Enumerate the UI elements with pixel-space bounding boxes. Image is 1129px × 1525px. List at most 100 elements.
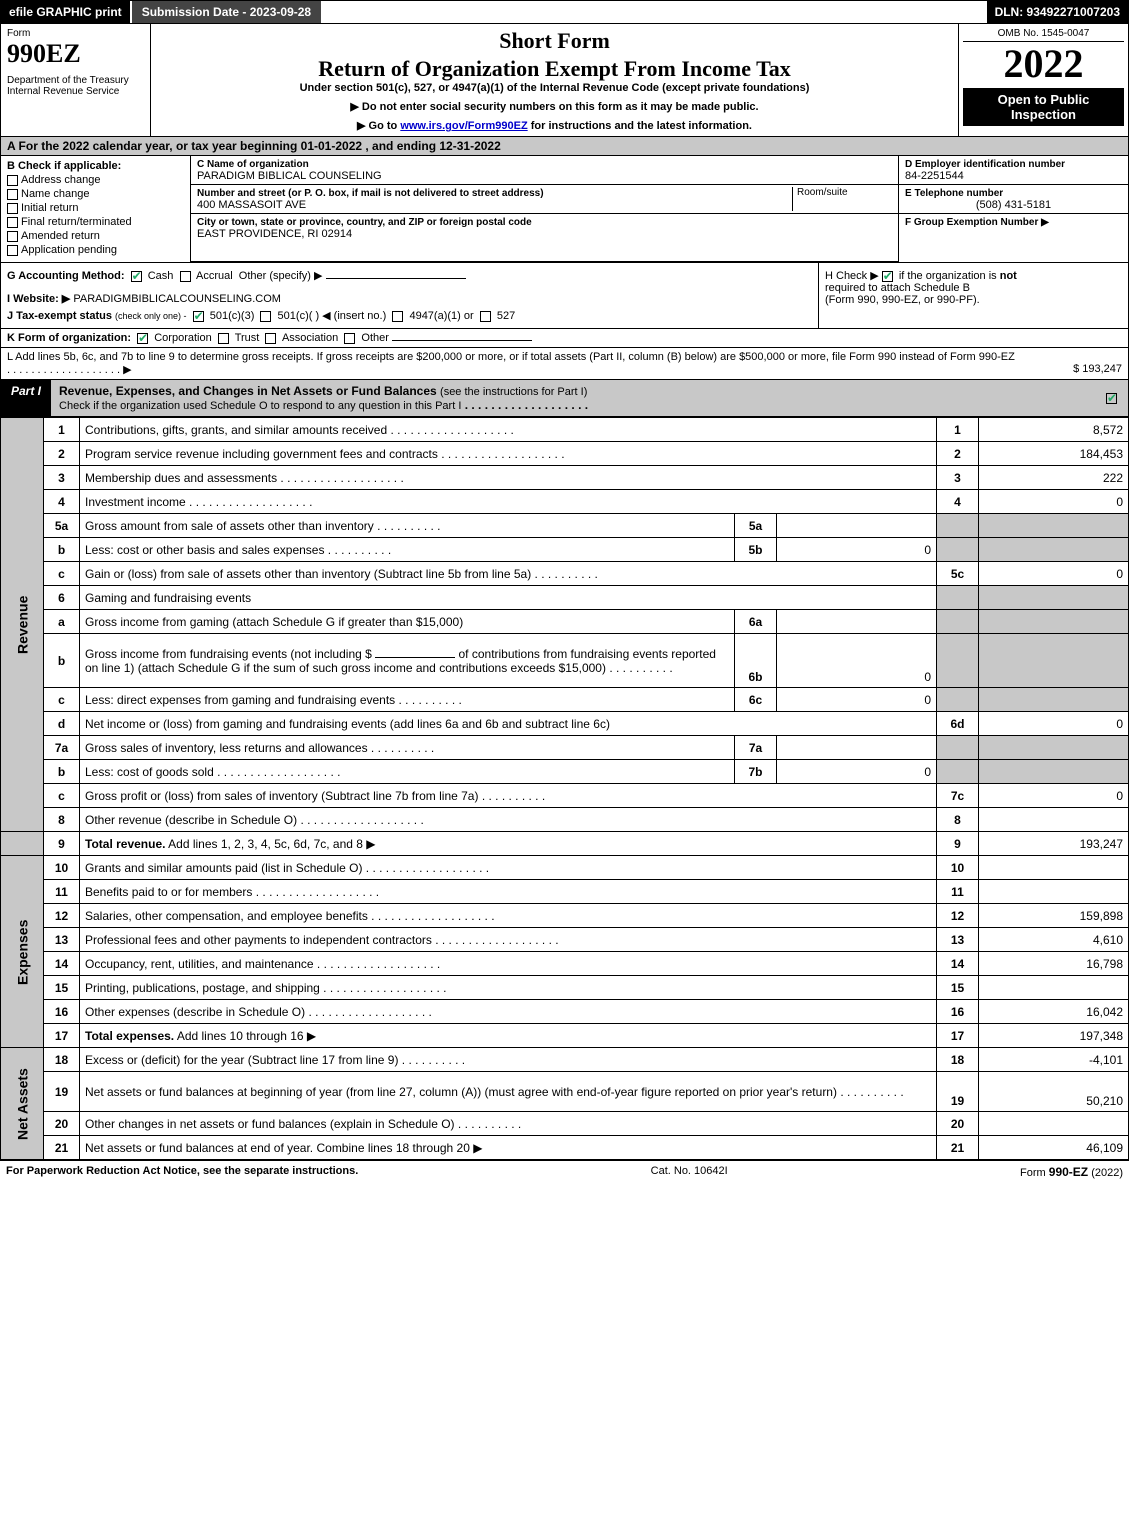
- row-num: 15: [44, 976, 80, 1000]
- row-box: 7c: [937, 784, 979, 808]
- row-num: 20: [44, 1112, 80, 1136]
- row-num: 9: [44, 832, 80, 856]
- box-b: B Check if applicable: Address change Na…: [1, 156, 191, 262]
- row-num: 1: [44, 418, 80, 442]
- row-desc-text: Contributions, gifts, grants, and simila…: [85, 423, 514, 437]
- ein-row: D Employer identification number 84-2251…: [899, 156, 1128, 185]
- efile-graphic-print[interactable]: efile GRAPHIC print: [1, 1, 130, 23]
- irs-link[interactable]: www.irs.gov/Form990EZ: [400, 120, 527, 132]
- row-desc: Gaming and fundraising events: [80, 586, 937, 610]
- chk-association[interactable]: [265, 333, 276, 344]
- chk-trust[interactable]: [218, 333, 229, 344]
- row-desc-text: Other changes in net assets or fund bala…: [85, 1117, 521, 1131]
- note-goto-pre: ▶ Go to: [357, 120, 400, 132]
- row-amt: 16,798: [979, 952, 1129, 976]
- row-box: 10: [937, 856, 979, 880]
- footer-center: Cat. No. 10642I: [651, 1165, 728, 1179]
- chk-schedule-o-used[interactable]: [1106, 393, 1117, 404]
- box-h-text3: required to attach Schedule B: [825, 282, 970, 294]
- chk-name-change-label: Name change: [21, 188, 90, 200]
- chk-initial-return-label: Initial return: [21, 202, 78, 214]
- chk-final-return[interactable]: Final return/terminated: [7, 216, 184, 228]
- row-amt: 0: [979, 490, 1129, 514]
- row-desc: Net assets or fund balances at end of ye…: [80, 1136, 937, 1160]
- table-row: a Gross income from gaming (attach Sched…: [1, 610, 1129, 634]
- row-desc-text: Excess or (deficit) for the year (Subtra…: [85, 1053, 465, 1067]
- footer-left: For Paperwork Reduction Act Notice, see …: [6, 1165, 358, 1179]
- row-box: 6d: [937, 712, 979, 736]
- table-row: c Gross profit or (loss) from sales of i…: [1, 784, 1129, 808]
- org-addr-label: Number and street (or P. O. box, if mail…: [197, 188, 544, 199]
- chk-corporation[interactable]: [137, 333, 148, 344]
- row-9-bold: Total revenue.: [85, 837, 165, 851]
- table-row: 8 Other revenue (describe in Schedule O)…: [1, 808, 1129, 832]
- row-desc: Occupancy, rent, utilities, and maintena…: [80, 952, 937, 976]
- chk-accrual-label: Accrual: [196, 270, 233, 282]
- table-row: 14 Occupancy, rent, utilities, and maint…: [1, 952, 1129, 976]
- chk-address-change[interactable]: Address change: [7, 174, 184, 186]
- org-city-label: City or town, state or province, country…: [197, 217, 532, 228]
- chk-trust-label: Trust: [235, 332, 260, 344]
- inline-box-label: 5a: [735, 514, 777, 538]
- line-j-sub: (check only one) -: [115, 311, 187, 321]
- row-num: a: [44, 610, 80, 634]
- chk-4947[interactable]: [392, 311, 403, 322]
- part-1-title-wrap: Revenue, Expenses, and Changes in Net As…: [51, 380, 1098, 416]
- chk-cash[interactable]: [131, 271, 142, 282]
- inline-box-value: 0: [777, 760, 937, 784]
- box-h: H Check ▶ if the organization is not req…: [818, 263, 1128, 328]
- row-desc: Less: cost of goods sold: [80, 760, 735, 784]
- subtitle: Under section 501(c), 527, or 4947(a)(1)…: [157, 82, 952, 94]
- chk-527[interactable]: [480, 311, 491, 322]
- row-num: 17: [44, 1024, 80, 1048]
- row-amt: 159,898: [979, 904, 1129, 928]
- part-1-title: Revenue, Expenses, and Changes in Net As…: [59, 384, 437, 398]
- row-amt: 197,348: [979, 1024, 1129, 1048]
- chk-501c[interactable]: [260, 311, 271, 322]
- chk-name-change[interactable]: Name change: [7, 188, 184, 200]
- row-amt-grey: [979, 514, 1129, 538]
- chk-other-org[interactable]: [344, 333, 355, 344]
- chk-amended-return[interactable]: Amended return: [7, 230, 184, 242]
- line-j: J Tax-exempt status (check only one) - 5…: [7, 309, 812, 322]
- row-num: b: [44, 760, 80, 784]
- org-city-row: City or town, state or province, country…: [191, 214, 898, 262]
- row-desc: Total expenses. Add lines 10 through 16: [80, 1024, 937, 1048]
- chk-application-pending[interactable]: Application pending: [7, 244, 184, 256]
- row-desc-text: Gain or (loss) from sale of assets other…: [85, 567, 598, 581]
- table-row: 6 Gaming and fundraising events: [1, 586, 1129, 610]
- line-j-label: J Tax-exempt status: [7, 310, 112, 322]
- row-num: 8: [44, 808, 80, 832]
- chk-501c3-label: 501(c)(3): [210, 310, 255, 322]
- chk-schedule-b-not-required[interactable]: [882, 271, 893, 282]
- table-row: 3 Membership dues and assessments 3 222: [1, 466, 1129, 490]
- tel-label: E Telephone number: [905, 188, 1003, 199]
- row-num: c: [44, 688, 80, 712]
- row-desc: Net income or (loss) from gaming and fun…: [80, 712, 937, 736]
- org-addr-row: Number and street (or P. O. box, if mail…: [191, 185, 898, 214]
- table-row: 21 Net assets or fund balances at end of…: [1, 1136, 1129, 1160]
- chk-501c3[interactable]: [193, 311, 204, 322]
- row-desc-text: Less: cost or other basis and sales expe…: [85, 543, 391, 557]
- row-amt-grey: [979, 760, 1129, 784]
- website-link[interactable]: PARADIGMBIBLICALCOUNSELING.COM: [73, 293, 281, 305]
- chk-association-label: Association: [282, 332, 338, 344]
- footer-right-pre: Form: [1020, 1167, 1049, 1179]
- row-box: 14: [937, 952, 979, 976]
- row-box-grey: [937, 538, 979, 562]
- chk-501c-label: 501(c)( ) ◀ (insert no.): [278, 310, 387, 322]
- table-row: 20 Other changes in net assets or fund b…: [1, 1112, 1129, 1136]
- other-org-input[interactable]: [392, 340, 532, 341]
- row-amt-grey: [979, 610, 1129, 634]
- table-row: Expenses 10 Grants and similar amounts p…: [1, 856, 1129, 880]
- row-6b-blank[interactable]: [375, 657, 455, 658]
- chk-initial-return[interactable]: Initial return: [7, 202, 184, 214]
- row-desc: Professional fees and other payments to …: [80, 928, 937, 952]
- box-h-not: not: [1000, 270, 1017, 282]
- chk-accrual[interactable]: [180, 271, 191, 282]
- row-desc-text: Printing, publications, postage, and shi…: [85, 981, 447, 995]
- other-method-input[interactable]: [326, 278, 466, 279]
- row-desc-text: Occupancy, rent, utilities, and maintena…: [85, 957, 440, 971]
- row-amt: 0: [979, 562, 1129, 586]
- row-box: 16: [937, 1000, 979, 1024]
